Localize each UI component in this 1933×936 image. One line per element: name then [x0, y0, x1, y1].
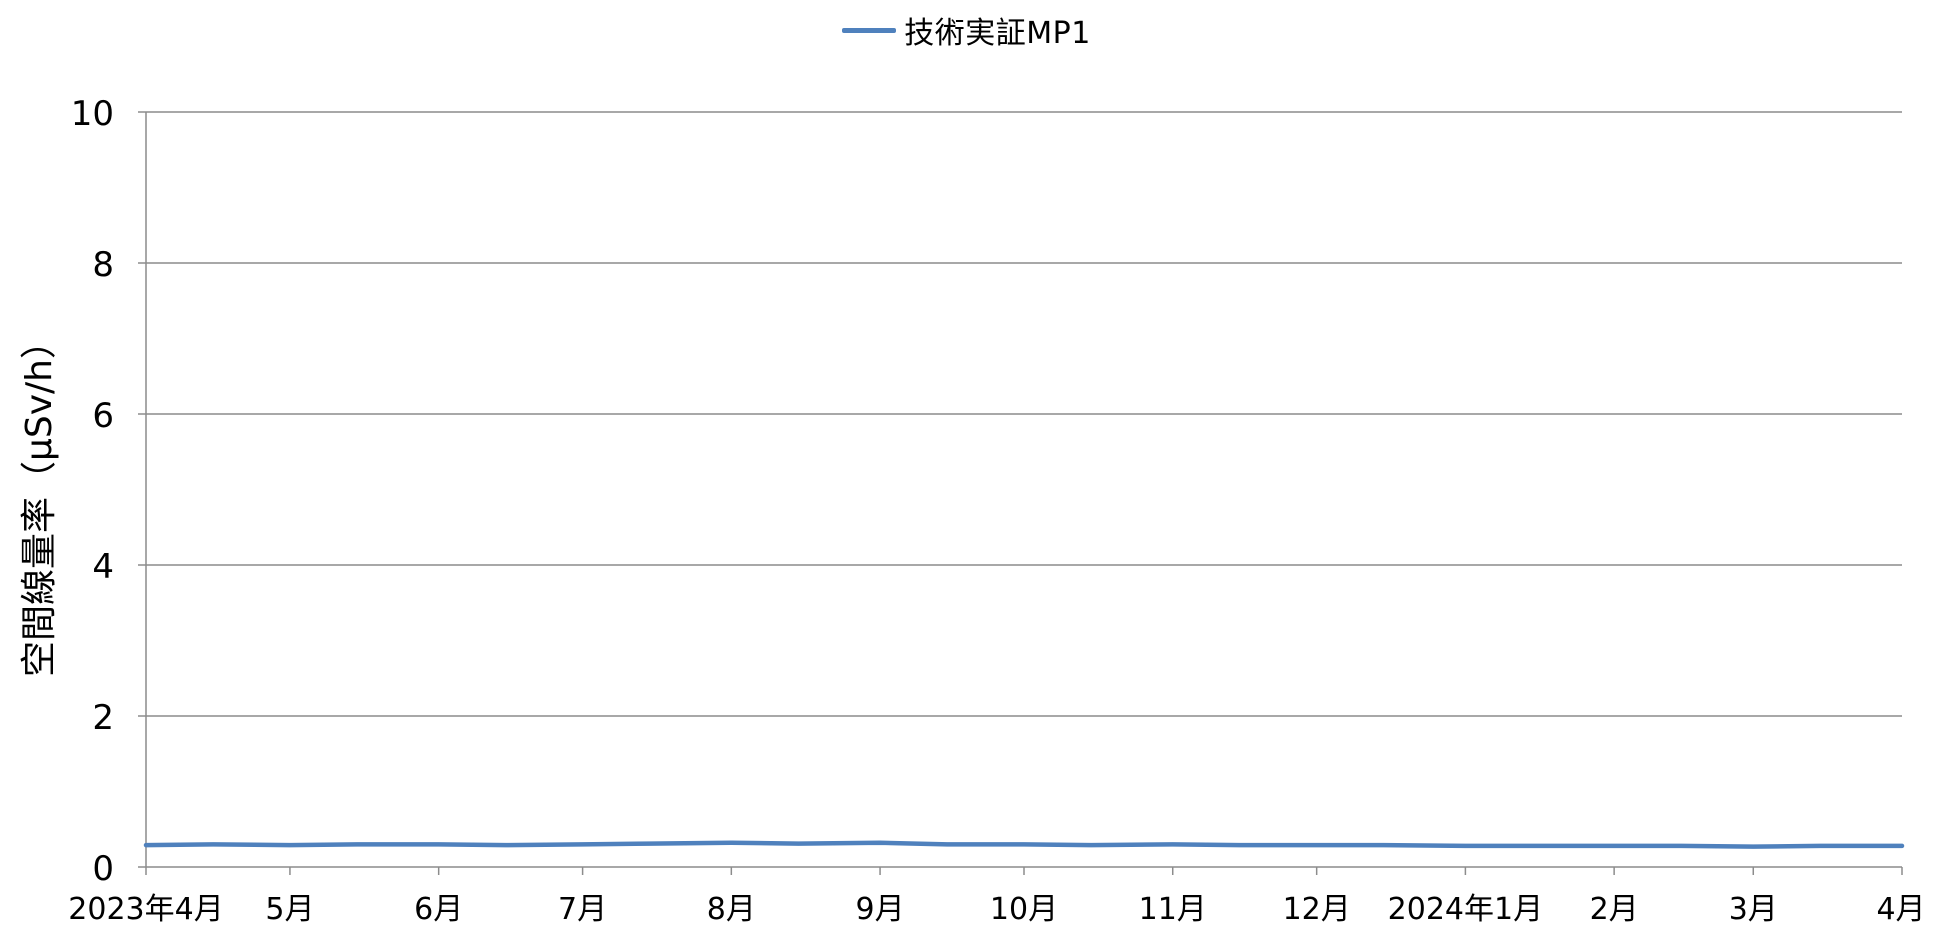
y-tick-label: 0 — [92, 849, 114, 889]
y-tick-label: 6 — [92, 396, 114, 436]
series-line — [143, 840, 1905, 849]
y-tick-label: 4 — [92, 547, 114, 587]
y-tick-label: 10 — [71, 94, 114, 134]
legend: 技術実証MP1 — [0, 8, 1933, 52]
legend-item: 技術実証MP1 — [842, 8, 1091, 52]
x-tick-label: 11月 — [1139, 892, 1207, 927]
legend-label: 技術実証MP1 — [904, 16, 1091, 51]
x-tick-label: 8月 — [707, 892, 756, 927]
y-tick-labels: 0 2 4 6 8 10 — [71, 94, 114, 889]
x-tick-label: 9月 — [856, 892, 905, 927]
x-tick-label: 10月 — [990, 892, 1058, 927]
x-tick-labels: 2023年4月 5月 6月 7月 8月 9月 10月 11月 12月 2024年1月 2月 3月 4月 — [68, 892, 1925, 927]
series-layer — [143, 840, 1905, 849]
x-tick-label: 2月 — [1590, 892, 1639, 927]
axes — [138, 111, 1903, 875]
x-tick-label: 2024年1月 — [1388, 892, 1543, 927]
x-tick-label: 12月 — [1283, 892, 1351, 927]
grid-lines — [146, 111, 1902, 717]
x-tick-label: 6月 — [414, 892, 463, 927]
x-tick-label: 5月 — [265, 892, 314, 927]
legend-swatch — [842, 27, 897, 33]
x-tick-label: 7月 — [558, 892, 607, 927]
y-tick-label: 8 — [92, 245, 114, 285]
x-tick-label: 2023年4月 — [68, 892, 223, 927]
x-tick-label: 3月 — [1729, 892, 1778, 927]
x-tick-label: 4月 — [1876, 892, 1925, 927]
y-tick-label: 2 — [92, 698, 114, 738]
